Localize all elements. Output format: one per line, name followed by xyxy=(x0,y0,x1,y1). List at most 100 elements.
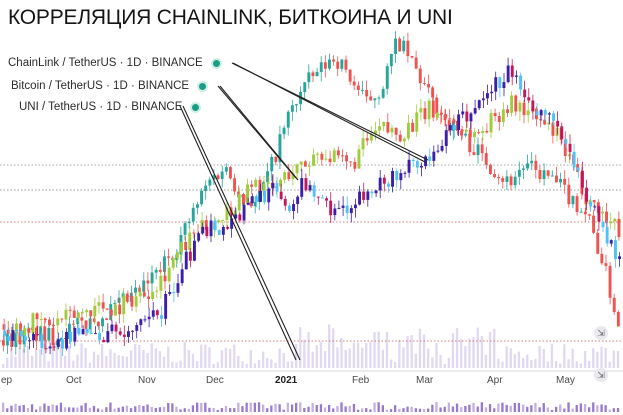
legend-item-chainlink[interactable]: ChainLink / TetherUS · 1D · BINANCE xyxy=(8,57,220,69)
candle-body xyxy=(424,156,427,167)
volume-bar xyxy=(530,359,533,368)
volume-bar xyxy=(171,403,174,412)
volume-bar xyxy=(398,408,401,412)
candle-body xyxy=(69,331,73,342)
volume-bar xyxy=(588,407,591,412)
candle-body xyxy=(374,130,377,134)
legend-item-bitcoin[interactable]: Bitcoin / TetherUS · 1D · BINANCE xyxy=(11,80,207,92)
candle-body xyxy=(150,272,154,284)
volume-bar xyxy=(43,403,46,412)
candle-body xyxy=(460,129,464,132)
volume-bar xyxy=(134,406,137,412)
candle-body xyxy=(51,328,55,346)
candle-body xyxy=(514,95,518,112)
scroll-icon[interactable]: ⇲ xyxy=(594,368,608,382)
legend-pointer-line xyxy=(219,85,299,181)
volume-bar xyxy=(63,407,67,412)
candle-body xyxy=(344,59,348,70)
volume-bar xyxy=(150,343,153,368)
candle-body xyxy=(180,242,183,252)
candle-body xyxy=(498,77,502,88)
candle-body xyxy=(517,169,521,177)
volume-bar xyxy=(121,356,124,368)
volume-bar xyxy=(369,341,372,368)
candle-body xyxy=(109,309,113,316)
volume-bar xyxy=(369,409,372,412)
candle-body xyxy=(490,91,494,94)
volume-bar xyxy=(509,405,512,412)
volume-bar xyxy=(241,406,244,412)
legend-item-uni[interactable]: UNI / TetherUS · 1D · BINANCE xyxy=(19,101,200,113)
candle-body xyxy=(101,318,104,327)
candle-body xyxy=(345,155,348,162)
candle-body xyxy=(88,318,92,330)
candle-body xyxy=(505,176,509,182)
candle-body xyxy=(493,113,497,116)
candle-body xyxy=(389,53,393,67)
candle-body xyxy=(85,329,89,333)
eye-dot-icon[interactable] xyxy=(192,103,200,111)
eye-dot-icon[interactable] xyxy=(199,82,207,90)
candle-body xyxy=(84,320,88,330)
candle-body xyxy=(486,93,489,99)
volume-bar xyxy=(414,408,417,412)
volume-bar xyxy=(158,351,162,368)
candle-body xyxy=(19,331,23,337)
candle-body xyxy=(237,194,241,211)
volume-bar xyxy=(402,347,405,368)
volume-bar xyxy=(571,348,574,368)
volume-bar xyxy=(307,406,310,412)
candle-body xyxy=(80,317,84,321)
volume-bar xyxy=(208,347,211,368)
candle-body xyxy=(274,156,278,163)
volume-bar xyxy=(43,343,46,368)
candle-body xyxy=(44,348,48,350)
candle-body xyxy=(15,330,19,332)
candle-body xyxy=(316,196,320,198)
candle-body xyxy=(2,340,5,346)
volume-bar xyxy=(484,354,488,368)
volume-bar xyxy=(583,404,587,412)
candle-body xyxy=(502,82,506,88)
volume-bar xyxy=(286,402,289,412)
volume-bar xyxy=(451,406,455,412)
volume-bar xyxy=(373,332,376,368)
candle-body xyxy=(614,240,617,260)
candle-body xyxy=(180,269,184,284)
candle-body xyxy=(275,183,279,192)
volume-bar xyxy=(534,358,537,368)
volume-bar xyxy=(340,337,343,368)
candle-body xyxy=(506,65,510,83)
volume-bar xyxy=(237,355,240,368)
volume-bar xyxy=(336,406,339,412)
candle-body xyxy=(354,204,357,209)
volume-bar xyxy=(175,406,178,412)
volume-bar xyxy=(311,351,314,368)
volume-bars xyxy=(2,324,620,412)
candle-body xyxy=(485,131,489,133)
eye-dot-icon[interactable] xyxy=(212,59,220,67)
volume-bar xyxy=(270,405,273,412)
candle-body xyxy=(398,38,402,52)
volume-bar xyxy=(10,405,13,412)
candle-body xyxy=(460,130,463,136)
candle-body xyxy=(114,324,118,332)
volume-bar xyxy=(92,405,96,412)
volume-bar xyxy=(402,408,405,412)
candle-body xyxy=(501,178,505,182)
scroll-icon[interactable]: ⇲ xyxy=(594,326,608,340)
volume-bar xyxy=(142,405,145,412)
volume-bar xyxy=(612,350,615,368)
candle-body xyxy=(481,131,485,134)
candle-body xyxy=(68,309,72,311)
volume-bar xyxy=(278,348,281,368)
volume-bar xyxy=(604,405,607,412)
candle-body xyxy=(539,110,543,116)
volume-bar xyxy=(35,409,38,412)
candle-body xyxy=(131,330,134,332)
volume-bar xyxy=(257,402,261,412)
candle-body xyxy=(151,291,155,299)
volume-bar xyxy=(183,408,186,412)
candle-body xyxy=(472,152,476,155)
volume-bar xyxy=(146,404,149,412)
